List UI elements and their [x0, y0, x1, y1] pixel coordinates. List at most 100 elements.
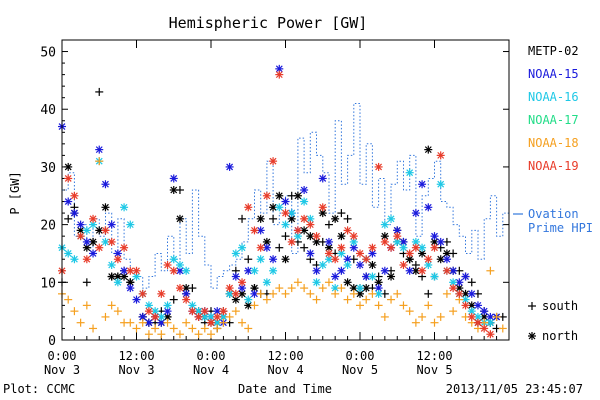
- data-point-south: [387, 295, 396, 304]
- data-point-south: [169, 324, 178, 333]
- data-point-south: [467, 278, 476, 287]
- data-point-north: [225, 162, 234, 171]
- data-point-north: [262, 191, 271, 200]
- data-point-north: [275, 203, 284, 212]
- y-tick-label: 10: [40, 276, 56, 291]
- data-point-north: [380, 237, 389, 246]
- data-point-north: [126, 220, 135, 229]
- data-point-south: [82, 278, 91, 287]
- data-point-north: [169, 174, 178, 183]
- data-point-north: [244, 295, 253, 304]
- data-point-north: [256, 255, 265, 264]
- series-noaa-16-north: [58, 157, 495, 327]
- legend-north-label: north: [542, 329, 578, 343]
- x-tick-date: Nov 4: [193, 363, 229, 377]
- data-point-north: [418, 266, 427, 275]
- data-point-south: [442, 289, 451, 298]
- data-point-north: [418, 180, 427, 189]
- data-point-north: [461, 301, 470, 310]
- data-point-north: [169, 186, 178, 194]
- data-point-north: [368, 261, 377, 269]
- data-point-south: [262, 295, 271, 304]
- x-tick-label: 12:00: [267, 349, 303, 363]
- data-point-north: [331, 272, 340, 281]
- satellite-points: [58, 64, 507, 339]
- data-point-north: [442, 255, 451, 264]
- data-point-north: [430, 272, 439, 281]
- data-point-north: [306, 249, 315, 258]
- data-point-north: [312, 278, 321, 287]
- data-point-north: [82, 226, 91, 235]
- data-point-north: [411, 243, 420, 252]
- data-point-north: [244, 203, 253, 212]
- data-point-north: [82, 255, 91, 264]
- x-tick-label: 0:00: [346, 349, 375, 363]
- data-point-south: [225, 312, 234, 321]
- y-tick-label: 20: [40, 219, 56, 234]
- data-point-north: [182, 295, 191, 304]
- data-point-north: [70, 209, 79, 218]
- data-point-south: [318, 284, 327, 293]
- data-point-north: [411, 209, 420, 218]
- legend-north-marker: [528, 332, 536, 340]
- data-point-north: [405, 168, 414, 177]
- data-point-north: [387, 214, 396, 223]
- data-point-north: [175, 214, 184, 223]
- data-point-south: [498, 324, 507, 333]
- legend-entry: NOAA-16: [528, 90, 579, 104]
- data-point-north: [473, 301, 482, 310]
- legend-south-label: south: [542, 299, 578, 313]
- data-point-north: [120, 203, 129, 212]
- data-point-south: [331, 289, 340, 298]
- data-point-south: [213, 324, 222, 333]
- data-point-north: [287, 209, 296, 218]
- data-point-north: [70, 191, 79, 200]
- data-point-north: [269, 266, 278, 275]
- data-point-north: [238, 278, 247, 287]
- data-point-south: [349, 289, 358, 298]
- data-point-north: [480, 307, 489, 316]
- data-point-north: [349, 232, 358, 241]
- data-point-north: [238, 243, 247, 252]
- data-point-north: [387, 243, 396, 252]
- data-point-north: [281, 220, 290, 229]
- data-point-south: [64, 295, 73, 304]
- data-point-north: [461, 272, 470, 281]
- data-point-north: [337, 266, 346, 275]
- y-tick-label: 40: [40, 103, 56, 118]
- data-point-south: [411, 318, 420, 327]
- data-point-north: [424, 261, 433, 269]
- data-point-north: [337, 243, 346, 252]
- data-point-south: [82, 301, 91, 310]
- series-noaa-19-north: [58, 70, 495, 339]
- footer-plot-credit: Plot: CCMC: [3, 382, 75, 396]
- data-point-south: [113, 307, 122, 316]
- data-point-north: [163, 301, 172, 310]
- y-tick-label: 30: [40, 161, 56, 176]
- data-point-north: [89, 214, 98, 223]
- data-point-south: [269, 289, 278, 298]
- data-point-north: [82, 243, 91, 252]
- data-point-north: [107, 237, 116, 246]
- legend-entry: NOAA-18: [528, 136, 579, 150]
- data-point-south: [151, 324, 160, 333]
- data-point-north: [194, 312, 203, 321]
- data-point-south: [300, 284, 309, 293]
- y-tick-label: 0: [48, 334, 56, 349]
- data-point-south: [368, 289, 377, 298]
- legend-entry: NOAA-15: [528, 67, 579, 81]
- data-point-north: [424, 203, 433, 212]
- data-point-south: [424, 289, 433, 298]
- data-point-north: [467, 289, 476, 298]
- data-point-north: [300, 186, 309, 194]
- data-point-north: [374, 162, 383, 171]
- data-point-south: [293, 278, 302, 287]
- data-point-south: [107, 301, 116, 310]
- data-point-south: [380, 312, 389, 321]
- footer-timestamp: 2013/11/05 23:45:07: [446, 382, 583, 396]
- data-point-north: [138, 289, 147, 298]
- data-point-north: [76, 220, 85, 229]
- data-point-south: [275, 284, 284, 293]
- x-tick-date: Nov 5: [342, 363, 378, 377]
